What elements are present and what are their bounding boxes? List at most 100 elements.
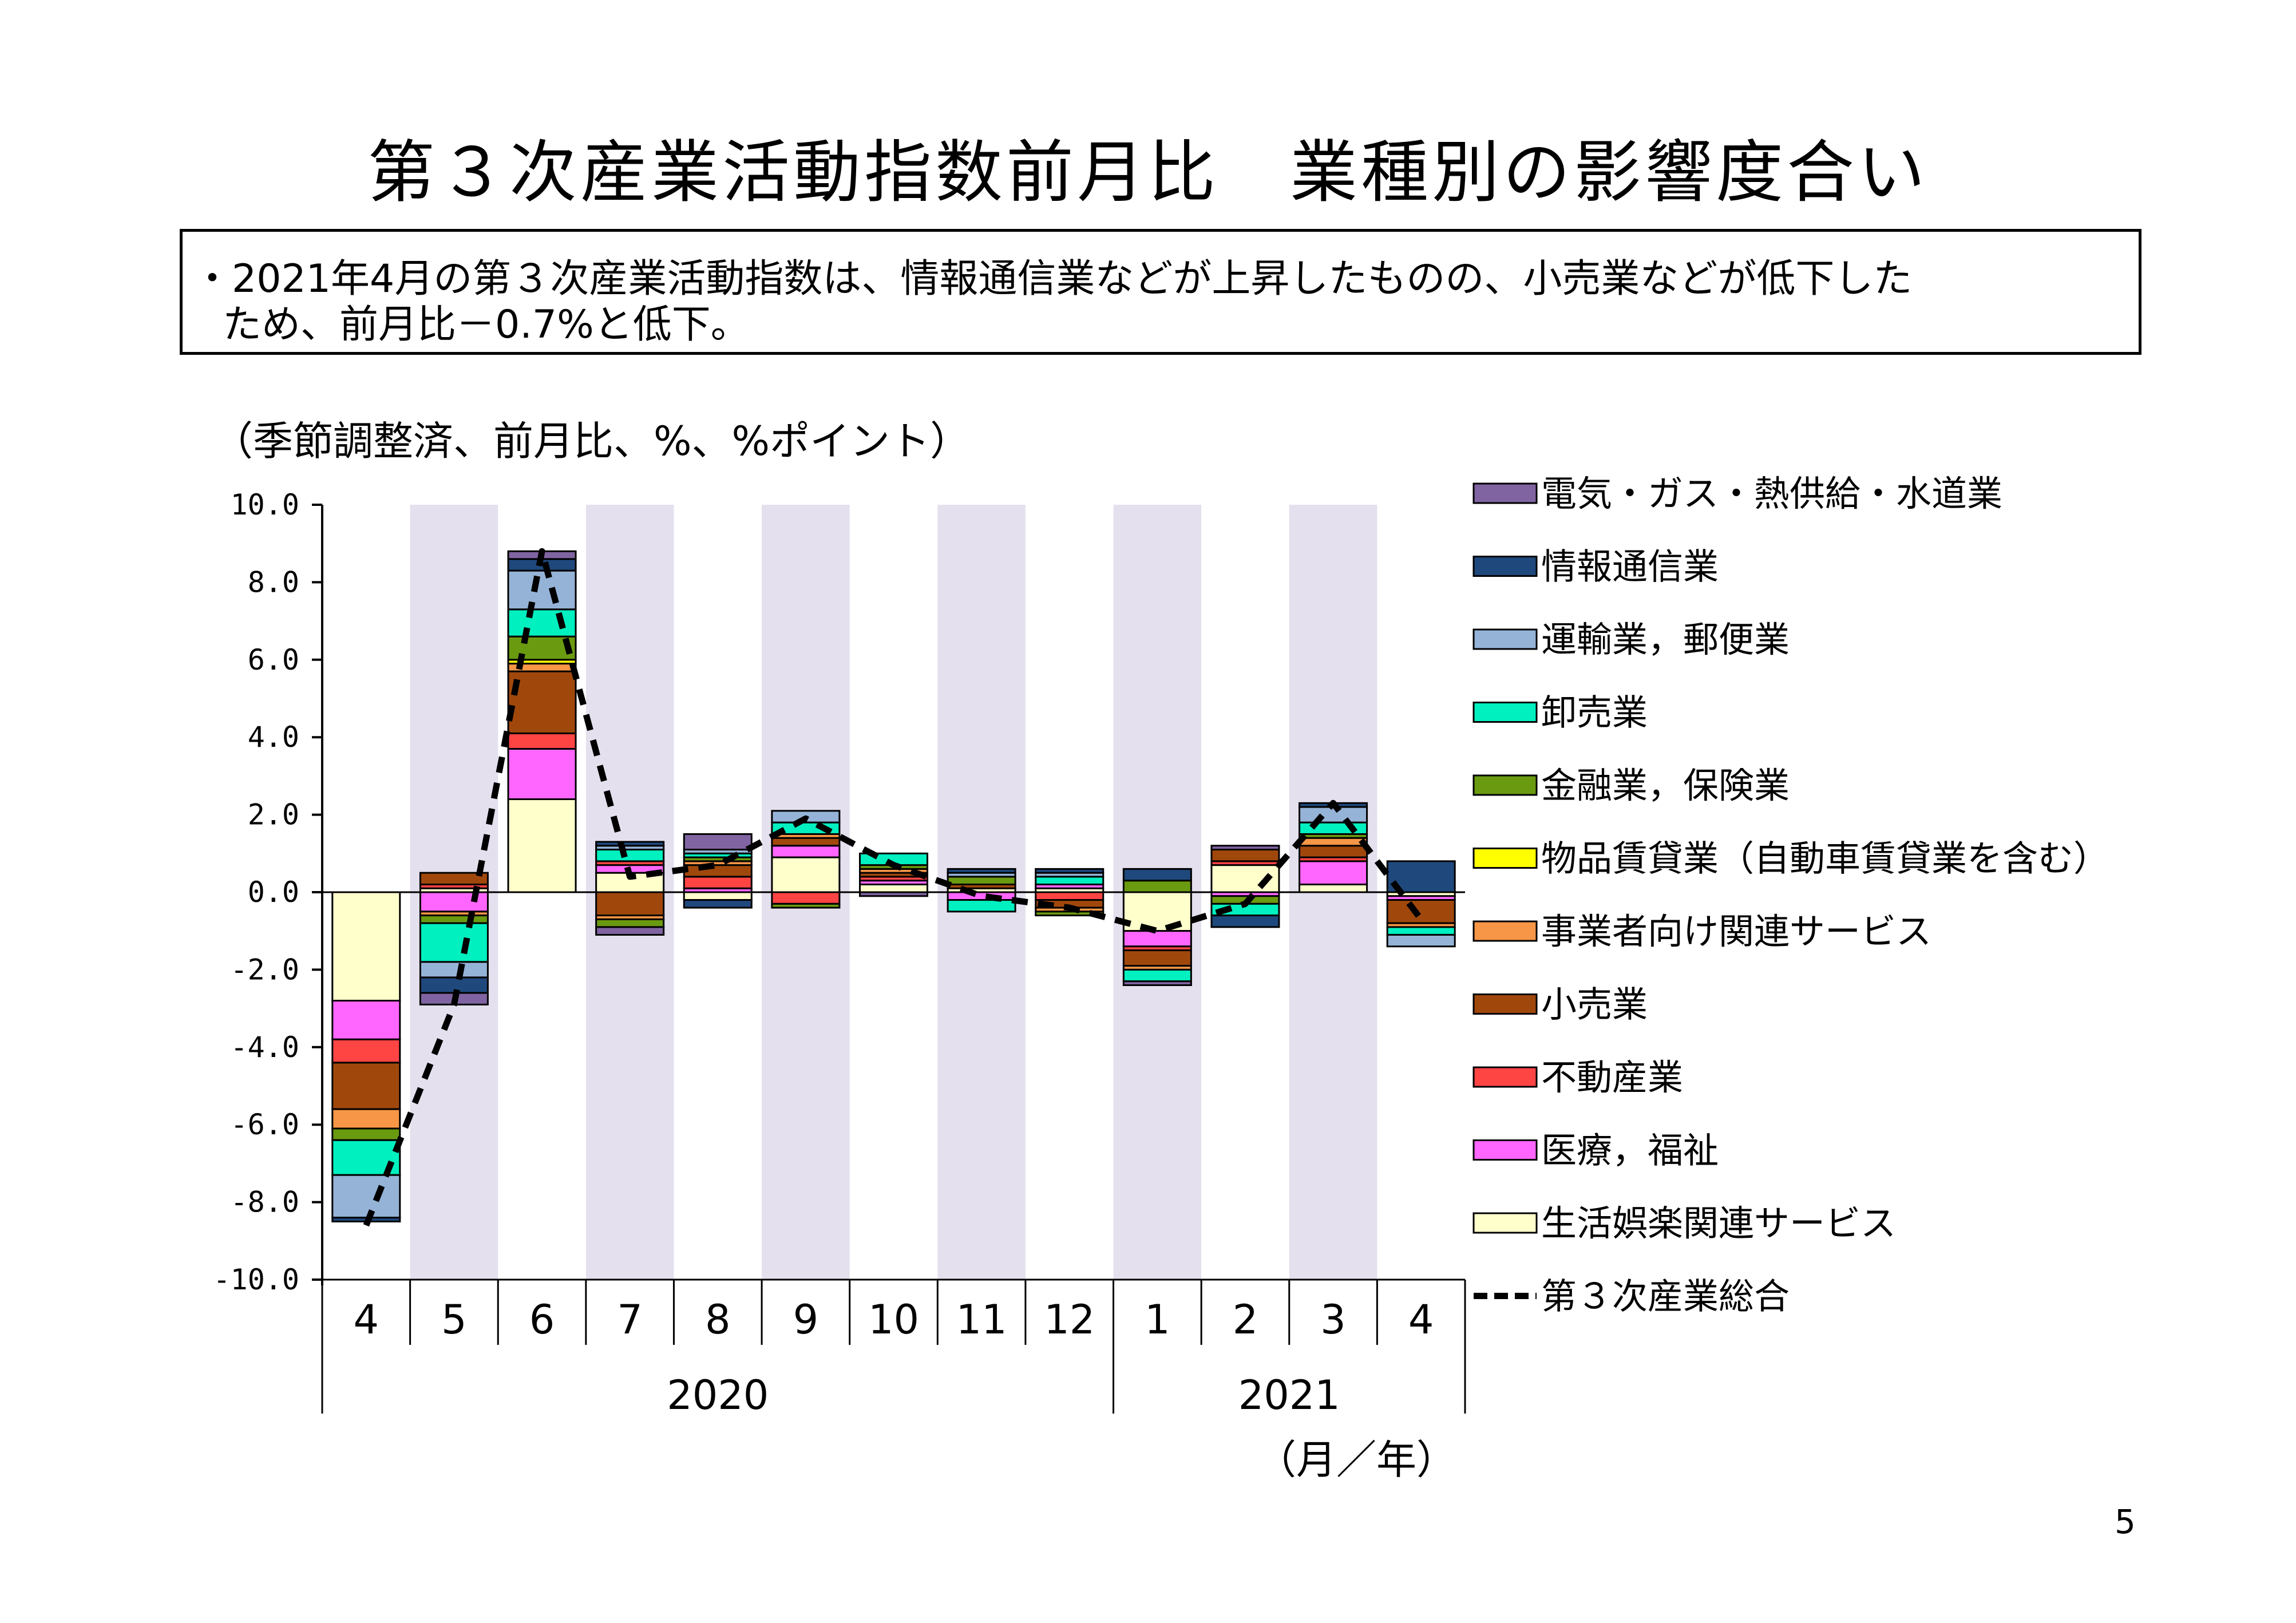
- bar-segment: [683, 899, 753, 909]
- legend-swatch: [1472, 556, 1538, 577]
- y-tick-label: 10.0: [231, 488, 299, 521]
- y-tick-label: -2.0: [231, 953, 299, 986]
- year-group-label: 2021: [1238, 1372, 1340, 1419]
- bar-segment: [1035, 876, 1105, 885]
- bar-segment: [507, 798, 577, 893]
- legend-label: 第３次産業総合: [1541, 1276, 1790, 1317]
- legend-swatch: [1472, 848, 1538, 869]
- bar-segment: [507, 748, 577, 801]
- y-tick-label: -6.0: [231, 1108, 299, 1141]
- y-tick-label: 0.0: [248, 876, 299, 909]
- y-tick-label: -4.0: [231, 1031, 299, 1064]
- bar-segment: [595, 841, 665, 847]
- bar-segment: [331, 1174, 401, 1219]
- legend-label: 情報通信業: [1541, 546, 1719, 588]
- legend-swatch: [1472, 628, 1538, 650]
- bar-segment: [1122, 930, 1192, 948]
- legend-label: 医療，福祉: [1541, 1130, 1719, 1171]
- bar-segment: [331, 1038, 401, 1064]
- x-tick-label: 6: [529, 1296, 555, 1343]
- y-tick-label: -8.0: [231, 1186, 299, 1219]
- bar-segment: [1299, 837, 1368, 847]
- y-tick-label: 6.0: [248, 643, 299, 676]
- summary-box: ・2021年4月の第３次産業活動指数は、情報通信業などが上昇したものの、小売業な…: [180, 229, 2141, 355]
- bar-segment: [1122, 968, 1192, 983]
- legend-swatch: [1472, 920, 1538, 942]
- bar-segment: [595, 849, 665, 862]
- x-tick-label: 4: [1408, 1296, 1434, 1343]
- bar-segment: [771, 845, 841, 858]
- bar-segment: [1122, 980, 1192, 986]
- legend-swatch: [1472, 993, 1538, 1015]
- bar-segment: [331, 1108, 401, 1130]
- x-tick-label: 3: [1320, 1296, 1346, 1343]
- bar-segment: [1035, 868, 1105, 874]
- x-tick-label: 1: [1145, 1296, 1170, 1343]
- bar-segment: [419, 915, 489, 924]
- x-tick-label: 10: [868, 1296, 919, 1343]
- bar-segment: [771, 891, 841, 905]
- x-tick-label: 9: [793, 1296, 819, 1343]
- y-tick-label: 2.0: [248, 798, 299, 832]
- x-tick-label: 11: [956, 1296, 1007, 1343]
- bar-segment: [1122, 868, 1192, 882]
- bar-segment: [595, 891, 665, 917]
- x-tick-label: 8: [705, 1296, 731, 1343]
- legend-label: 生活娯楽関連サービス: [1541, 1202, 1896, 1244]
- x-axis-unit-label: （月／年）: [1256, 1436, 1456, 1483]
- legend-label: 物品賃貸業（自動車賃貸業を含む）: [1541, 838, 2109, 880]
- bar-segment: [507, 569, 577, 611]
- summary-line-1: ・2021年4月の第３次産業活動指数は、情報通信業などが上昇したものの、小売業な…: [193, 256, 1913, 302]
- x-tick-label: 12: [1044, 1296, 1095, 1343]
- page-title: 第３次産業活動指数前月比 業種別の影響度合い: [367, 133, 1929, 212]
- bar-segment: [419, 872, 489, 885]
- legend-swatch: [1472, 1212, 1538, 1234]
- bar-segment: [947, 899, 1016, 913]
- bar-segment: [595, 918, 665, 928]
- bar-segment: [595, 926, 665, 936]
- legend-label: 不動産業: [1541, 1056, 1683, 1098]
- legend-swatch: [1472, 774, 1538, 796]
- bar-segment: [1035, 891, 1105, 901]
- bar-segment: [1299, 806, 1368, 824]
- bar-segment: [1299, 860, 1368, 885]
- x-tick-label: 7: [617, 1296, 643, 1343]
- bar-segment: [331, 1062, 401, 1110]
- legend-swatch: [1472, 1139, 1538, 1161]
- bar-segment: [331, 891, 401, 1002]
- bar-segment: [331, 1127, 401, 1141]
- bar-segment: [1299, 883, 1368, 893]
- bar-segment: [683, 876, 753, 889]
- bar-segment: [331, 1000, 401, 1040]
- legend-label: 事業者向け関連サービス: [1541, 911, 1931, 952]
- legend-label: 運輸業，郵便業: [1541, 619, 1790, 660]
- legend-label: 卸売業: [1541, 692, 1648, 734]
- bar-segment: [1386, 860, 1456, 893]
- x-tick-label: 2: [1233, 1296, 1258, 1343]
- bar-segment: [1122, 949, 1192, 967]
- legend-swatch: [1472, 1066, 1538, 1088]
- bar-segment: [771, 856, 841, 893]
- bar-segment: [859, 883, 928, 893]
- total-index-line: [363, 548, 1424, 1227]
- y-tick-label: 8.0: [248, 565, 299, 599]
- bar-segment: [1299, 821, 1368, 835]
- bar-segment: [1210, 845, 1280, 851]
- legend-swatch: [1472, 482, 1538, 504]
- bar-segment: [419, 922, 489, 963]
- bar-segment: [419, 961, 489, 979]
- bar-segment: [1386, 899, 1456, 924]
- bar-segment: [771, 837, 841, 847]
- legend-swatch: [1472, 702, 1538, 723]
- bar-segment: [683, 864, 753, 878]
- x-tick-label: 4: [354, 1296, 379, 1343]
- bar-segment: [1210, 915, 1280, 928]
- bar-segment: [947, 891, 1016, 901]
- bar-segment: [947, 876, 1016, 885]
- bar-segment: [507, 732, 577, 750]
- legend-label: 電気・ガス・熱供給・水道業: [1541, 473, 2002, 514]
- year-group-label: 2020: [667, 1372, 769, 1419]
- y-axis-unit-label: （季節調整済、前月比、%、%ポイント）: [213, 418, 971, 465]
- y-tick-label: -10.0: [213, 1263, 299, 1296]
- bar-segment: [1210, 849, 1280, 862]
